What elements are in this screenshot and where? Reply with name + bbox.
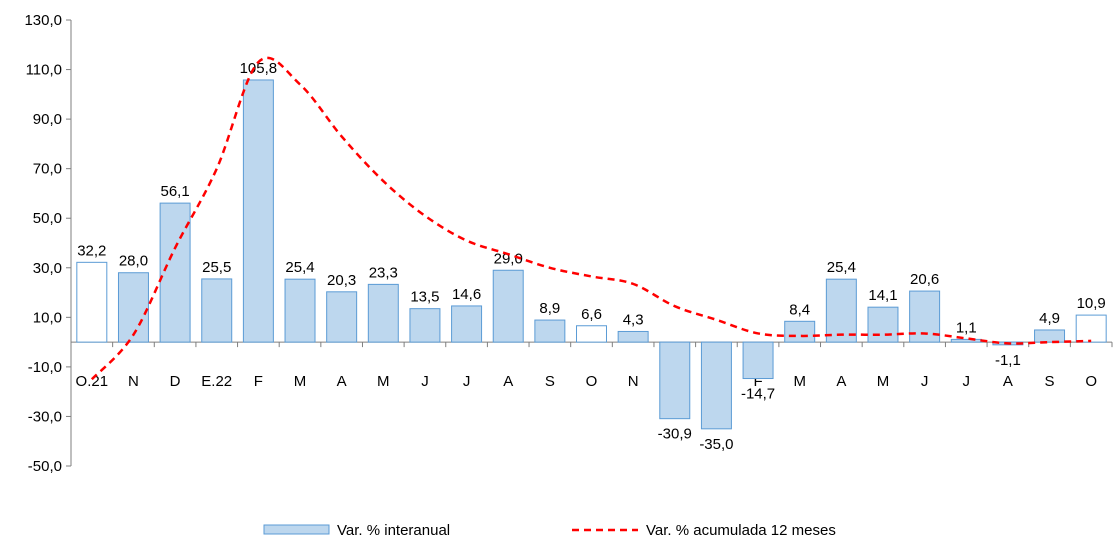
legend-label-line: Var. % acumulada 12 meses — [646, 522, 836, 539]
line-series — [90, 56, 1092, 381]
bar-data-label: 13,5 — [410, 289, 439, 306]
bar-data-label: 25,4 — [285, 259, 314, 276]
x-tick-label: E.22 — [201, 373, 232, 390]
x-tick-label: A — [337, 373, 347, 390]
y-tick-label: 10,0 — [33, 309, 62, 326]
bar-data-label: 25,5 — [202, 259, 231, 276]
x-tick-label: N — [128, 373, 139, 390]
y-tick-label: 110,0 — [26, 62, 62, 79]
x-tick-label: M — [294, 373, 307, 390]
x-tick-label: N — [628, 373, 639, 390]
x-tick-label: J — [463, 373, 471, 390]
bar-data-label: 105,8 — [240, 60, 278, 77]
bar — [409, 308, 441, 343]
x-tick-label: J — [963, 373, 971, 390]
bar-data-label: 8,4 — [789, 301, 810, 318]
bar-data-label: -1,1 — [995, 352, 1021, 369]
bar — [659, 341, 691, 420]
x-tick-label: S — [1045, 373, 1055, 390]
legend-swatch-bar — [263, 524, 330, 535]
bar — [242, 79, 274, 343]
bar-data-label: 20,3 — [327, 272, 356, 289]
bar — [867, 306, 899, 343]
bar-data-label: 25,4 — [827, 259, 856, 276]
bar — [825, 278, 857, 343]
x-tick-label: A — [1003, 373, 1013, 390]
bar-data-label: 4,9 — [1039, 310, 1060, 327]
bar — [451, 305, 483, 343]
bar — [784, 320, 816, 343]
x-tick-label: F — [753, 373, 762, 390]
x-tick-label: J — [921, 373, 929, 390]
bar-data-label: 14,1 — [868, 287, 897, 304]
legend: Var. % interanual Var. % acumulada 12 me… — [263, 522, 836, 539]
x-tick-label: A — [503, 373, 513, 390]
bar — [367, 283, 399, 343]
x-tick-label: M — [377, 373, 390, 390]
bar-labels: 32,2 28,0 56,1 25,5 105,8 25,4 20,3 23,3 13,5 14,… — [77, 60, 1106, 453]
bar — [159, 202, 191, 343]
y-tick-label: -50,0 — [28, 458, 62, 475]
bar-data-label: -30,9 — [658, 426, 692, 443]
x-tick-label: O.21 — [76, 373, 109, 390]
x-tick-label: O — [586, 373, 598, 390]
bar — [1075, 314, 1107, 343]
bar-data-label: 32,2 — [77, 242, 106, 259]
y-tick-label: 70,0 — [33, 161, 62, 178]
x-tick-label: M — [877, 373, 890, 390]
bar — [117, 272, 149, 343]
bar-data-label: 29,0 — [494, 250, 523, 267]
bar-data-label: -35,0 — [699, 436, 733, 453]
x-tick-label: J — [421, 373, 429, 390]
y-tick-label: -10,0 — [28, 359, 62, 376]
bar-data-label: 20,6 — [910, 271, 939, 288]
y-tick-label: 130,0 — [24, 12, 62, 29]
bar — [76, 261, 108, 343]
bar — [201, 278, 233, 343]
bar-data-label: 28,0 — [119, 253, 148, 270]
y-tick-label: 90,0 — [33, 111, 62, 128]
bar-data-label: 23,3 — [369, 264, 398, 281]
bar — [950, 338, 982, 343]
x-tick-label: D — [170, 373, 181, 390]
bar — [742, 341, 774, 380]
bar — [534, 319, 566, 343]
bar — [492, 269, 524, 343]
y-tick-label: 30,0 — [33, 260, 62, 277]
y-tick-label: -30,0 — [28, 408, 62, 425]
x-tick-label: S — [545, 373, 555, 390]
bar — [326, 291, 358, 343]
bar-data-label: 10,9 — [1077, 295, 1106, 312]
bars — [76, 79, 1107, 430]
bar — [700, 341, 732, 430]
bar-data-label: 4,3 — [623, 311, 644, 328]
axes: -50,0 -30,0 -10,0 10,0 30,0 50,0 70,0 90,0 110,0… — [24, 12, 1113, 475]
legend-label-bar: Var. % interanual — [337, 522, 450, 539]
x-tick-label: F — [254, 373, 263, 390]
bar — [284, 278, 316, 343]
bar-data-label: 1,1 — [956, 319, 977, 336]
bar-data-label: -14,7 — [741, 386, 775, 403]
x-tick-label: M — [793, 373, 806, 390]
x-tick-label: O — [1085, 373, 1097, 390]
bar — [617, 330, 649, 343]
bar — [1034, 329, 1066, 343]
bar — [576, 325, 607, 343]
series-line-acumulada — [90, 56, 1092, 381]
bar-data-label: 56,1 — [160, 183, 189, 200]
bar-data-label: 14,6 — [452, 286, 481, 303]
x-tick-label: A — [836, 373, 846, 390]
bar-data-label: 6,6 — [581, 306, 602, 323]
y-tick-label: 50,0 — [33, 210, 62, 227]
bar-data-label: 8,9 — [539, 300, 560, 317]
